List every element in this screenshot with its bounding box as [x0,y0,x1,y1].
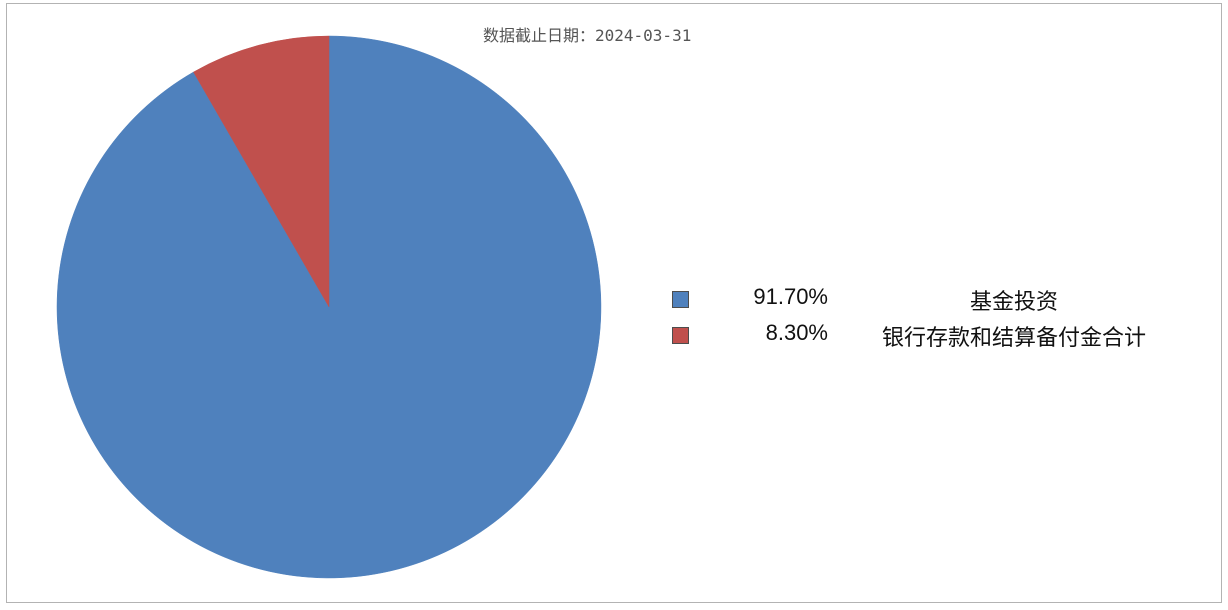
legend-label-bank-deposits: 银行存款和结算备付金合计 [881,326,1146,351]
legend-percent-bank-deposits: 8.30% [765,320,828,345]
legend: 91.70% 基金投资 8.30% 银行存款和结算备付金合计 [672,284,1212,356]
legend-swatch-bank-deposits [672,327,689,344]
legend-item-bank-deposits: 8.30% 银行存款和结算备付金合计 [672,320,1212,356]
legend-swatch-fund-investment [672,291,689,308]
legend-percent-fund-investment: 91.70% [753,284,828,309]
data-date-label: 数据截止日期：2024-03-31 [483,26,692,45]
legend-item-fund-investment: 91.70% 基金投资 [672,284,1212,320]
pie-slice-bank-deposits [193,35,330,308]
legend-label-fund-investment: 基金投资 [969,290,1058,315]
